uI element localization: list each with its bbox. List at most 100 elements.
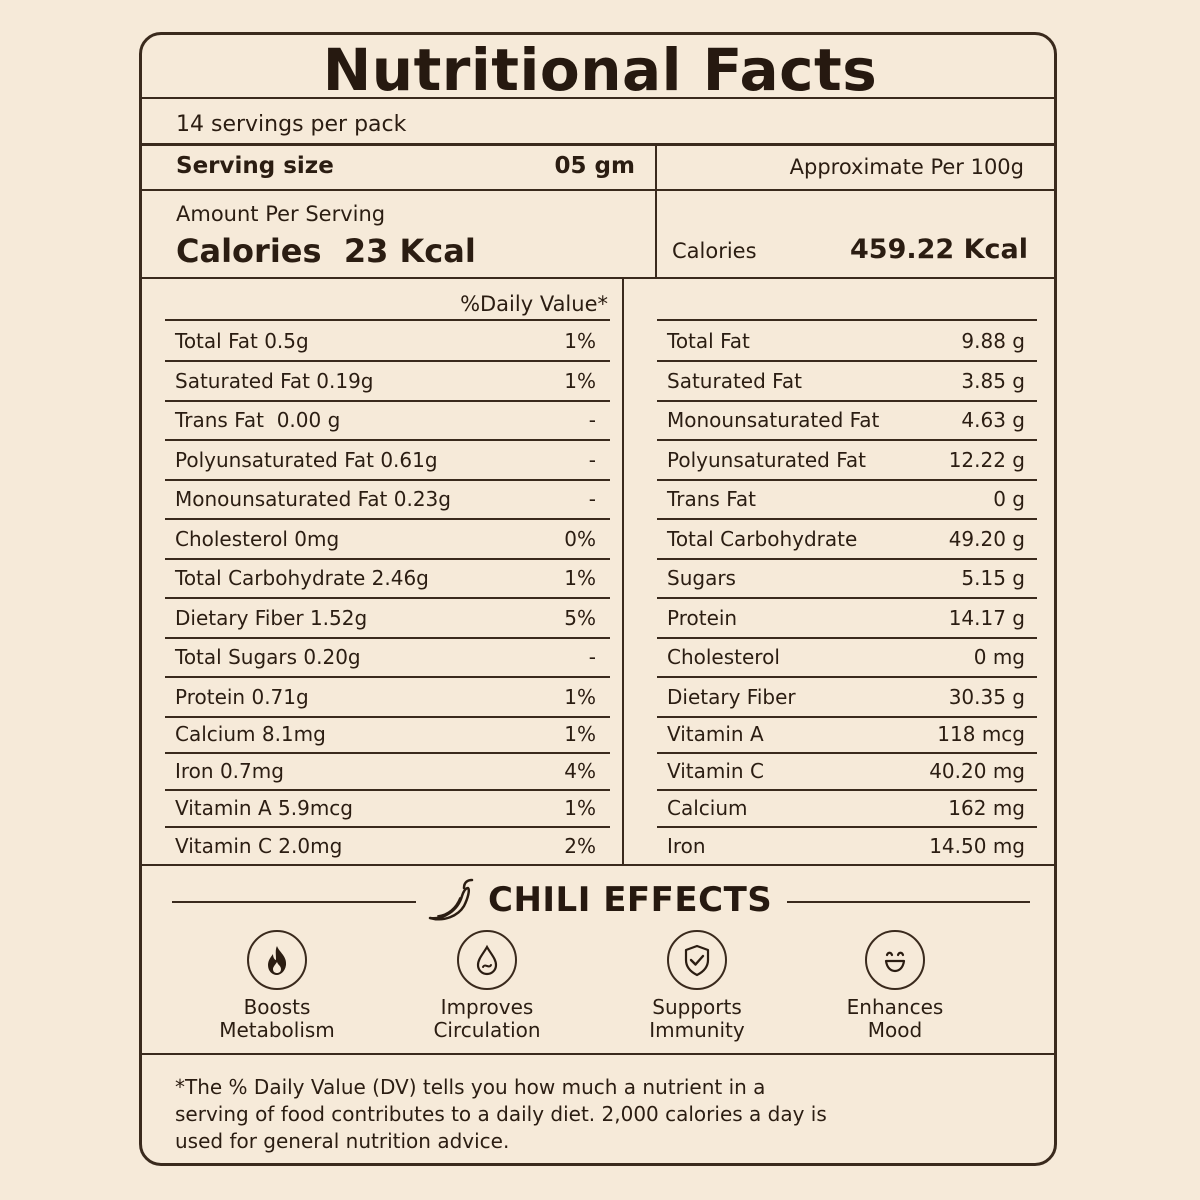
daily-value: 1% [564,566,596,590]
nutrient-name: Saturated Fat 0.19g [175,369,374,393]
daily-value-header: %Daily Value* [460,292,608,316]
daily-value: 1% [564,329,596,353]
daily-value: 1% [564,796,596,820]
smile-icon [865,930,925,990]
nutrient-name: Trans Fat 0.00 g [175,408,341,432]
table-row: Polyunsaturated Fat 0.61g - [165,441,610,481]
nutrient-name: Monounsaturated Fat 0.23g [175,487,451,511]
nutrient-value: 4.63 g [961,408,1025,432]
daily-value: 4% [564,759,596,783]
table-row: Trans Fat 0 g [657,480,1037,520]
nutrient-name: Vitamin C [667,759,764,783]
table-row: Saturated Fat 3.85 g [657,362,1037,402]
divider [165,319,610,321]
nutrient-value: 3.85 g [961,369,1025,393]
table-row: Iron 0.7mg 4% [165,753,610,791]
nutrient-value: 162 mg [948,796,1025,820]
nutrient-name: Dietary Fiber [667,685,796,709]
effect-label: Supports Immunity [649,995,745,1042]
nutrient-name: Dietary Fiber 1.52g [175,606,368,630]
serving-size-label: Serving size [176,153,334,179]
nutrition-card [139,32,1057,1166]
daily-value: - [588,408,596,432]
nutrient-name: Total Sugars 0.20g [175,645,361,669]
divider [141,189,1055,191]
nutrient-name: Total Fat 0.5g [175,329,309,353]
table-row: Total Fat 9.88 g [657,322,1037,362]
nutrient-name: Polyunsaturated Fat [667,448,866,472]
daily-value: - [588,448,596,472]
nutrient-value: 30.35 g [948,685,1025,709]
divider [657,319,1037,321]
table-row: Vitamin C 2.0mg 2% [165,827,610,865]
divider [141,143,1055,146]
effect-label: Improves Circulation [433,995,541,1042]
effect-enhances-mood: Enhances Mood [795,930,995,1042]
flame-icon [247,930,307,990]
calories-100g-value: 459.22 Kcal [850,234,1028,265]
table-row: Monounsaturated Fat 0.23g - [165,480,610,520]
table-row: Total Carbohydrate 49.20 g [657,520,1037,560]
nutrient-name: Saturated Fat [667,369,802,393]
nutrient-value: 14.50 mg [929,834,1025,858]
nutrient-name: Vitamin A [667,722,764,746]
divider [622,278,624,864]
nutrient-value: 49.20 g [948,527,1025,551]
daily-value: 0% [564,527,596,551]
table-row: Vitamin A 118 mcg [657,716,1037,754]
nutrient-name: Total Carbohydrate [667,527,858,551]
table-row: Calcium 162 mg [657,790,1037,828]
nutrient-value: 0 g [993,487,1025,511]
table-row: Dietary Fiber 30.35 g [657,678,1037,718]
daily-value: 1% [564,722,596,746]
table-row: Total Sugars 0.20g - [165,638,610,678]
daily-value: 2% [564,834,596,858]
effect-label: Enhances Mood [846,995,944,1042]
nutrient-value: 0 mg [973,645,1025,669]
effects-title: CHILI EFFECTS [488,880,773,920]
nutrient-name: Iron 0.7mg [175,759,284,783]
nutrient-name: Vitamin C 2.0mg [175,834,343,858]
table-row: Total Fat 0.5g 1% [165,322,610,362]
table-row: Calcium 8.1mg 1% [165,716,610,754]
nutrient-name: Calcium 8.1mg [175,722,326,746]
table-row: Total Carbohydrate 2.46g 1% [165,559,610,599]
divider [141,1053,1055,1055]
table-row: Sugars 5.15 g [657,559,1037,599]
effect-label: Boosts Metabolism [219,995,335,1042]
table-row: Vitamin A 5.9mcg 1% [165,790,610,828]
nutrient-name: Polyunsaturated Fat 0.61g [175,448,438,472]
nutrient-value: 118 mcg [937,722,1025,746]
nutrient-name: Calcium [667,796,748,820]
table-row: Protein 0.71g 1% [165,678,610,718]
nutrient-name: Cholesterol 0mg [175,527,340,551]
daily-value: - [588,487,596,511]
nutrient-name: Monounsaturated Fat [667,408,880,432]
nutrient-name: Protein [667,606,738,630]
nutrient-name: Cholesterol [667,645,780,669]
servings-per-pack: 14 servings per pack [176,112,407,137]
effect-boosts-metabolism: Boosts Metabolism [177,930,377,1042]
divider [141,97,1055,99]
page-title: Nutritional Facts [322,36,878,104]
table-row: Monounsaturated Fat 4.63 g [657,401,1037,441]
nutrient-value: 40.20 mg [929,759,1025,783]
daily-value: 1% [564,369,596,393]
effect-supports-immunity: Supports Immunity [597,930,797,1042]
divider [141,277,1055,279]
divider [141,864,1055,866]
nutrient-name: Total Carbohydrate 2.46g [175,566,429,590]
effect-improves-circulation: Improves Circulation [387,930,587,1042]
divider [655,145,657,278]
table-row: Trans Fat 0.00 g - [165,401,610,441]
nutrient-name: Iron [667,834,706,858]
approx-per-100g-label: Approximate Per 100g [789,155,1024,179]
nutrient-name: Vitamin A 5.9mcg [175,796,353,820]
nutrient-value: 14.17 g [948,606,1025,630]
calories-per-serving: Calories 23 Kcal [176,232,476,270]
nutrient-value: 5.15 g [961,566,1025,590]
table-row: Saturated Fat 0.19g 1% [165,362,610,402]
nutrient-value: 12.22 g [948,448,1025,472]
daily-value: 5% [564,606,596,630]
nutrient-name: Trans Fat [667,487,756,511]
